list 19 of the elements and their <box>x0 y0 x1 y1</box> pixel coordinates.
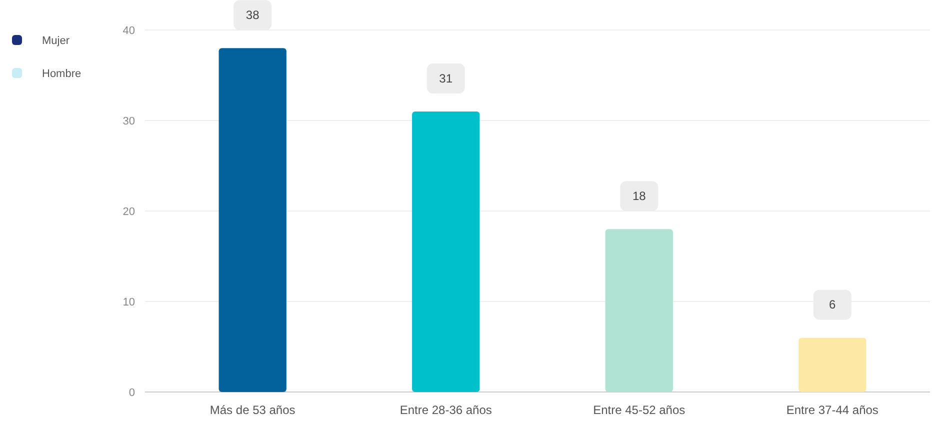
data-label: 31 <box>439 71 453 86</box>
y-tick-label: 30 <box>122 116 135 128</box>
bar <box>218 48 286 392</box>
x-tick-label: Entre 45-52 años <box>593 403 686 417</box>
data-label: 6 <box>829 298 836 312</box>
y-tick-label: 10 <box>122 296 135 308</box>
bar <box>605 229 673 392</box>
legend-label: Hombre <box>42 68 82 80</box>
x-tick-label: Entre 28-36 años <box>400 403 492 417</box>
data-label: 18 <box>632 189 646 204</box>
legend-label: Mujer <box>42 35 70 47</box>
bar <box>798 338 866 392</box>
bar <box>412 111 480 392</box>
x-tick-label: Entre 37-44 años <box>786 403 878 417</box>
data-label: 38 <box>246 8 260 22</box>
x-tick-label: Más de 53 años <box>210 403 296 417</box>
y-tick-label: 20 <box>122 206 135 218</box>
y-tick-label: 40 <box>122 25 135 37</box>
y-tick-label: 0 <box>128 387 135 399</box>
